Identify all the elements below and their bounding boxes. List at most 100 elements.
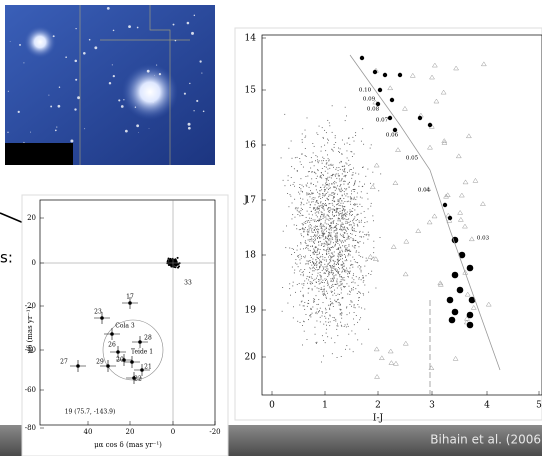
field-dot (352, 240, 353, 241)
field-dot (309, 272, 310, 273)
field-dot (318, 299, 319, 300)
field-dot (350, 292, 351, 293)
field-dot (358, 285, 359, 286)
field-dot (320, 198, 321, 199)
field-dot (322, 282, 323, 283)
field-dot (348, 201, 349, 202)
field-dot (304, 331, 305, 332)
field-dot (320, 261, 321, 262)
mass-label: 0.09 (363, 97, 376, 103)
field-dot (334, 206, 335, 207)
field-dot (337, 299, 338, 300)
field-dot (316, 262, 317, 263)
field-dot (354, 248, 355, 249)
field-dot (307, 222, 308, 223)
field-dot (332, 200, 333, 201)
field-dot (303, 305, 304, 306)
field-dot (318, 273, 319, 274)
field-dot (332, 303, 333, 304)
field-dot (329, 271, 330, 272)
field-dot (338, 167, 339, 168)
field-dot (332, 205, 333, 206)
field-dot (325, 318, 326, 319)
field-dot (345, 245, 346, 246)
field-dot (332, 237, 333, 238)
field-dot (336, 329, 337, 330)
y-axis-label: μδ (mas yr⁻¹) (26, 306, 34, 353)
field-dot (307, 283, 308, 284)
field-dot (330, 261, 331, 262)
field-dot (322, 127, 323, 128)
field-dot (351, 169, 352, 170)
field-dot (355, 261, 356, 262)
field-dot (326, 228, 327, 229)
field-dot (329, 159, 330, 160)
field-dot (292, 285, 293, 286)
star (84, 128, 85, 129)
field-dot (316, 321, 317, 322)
field-dot (353, 199, 354, 200)
field-dot (303, 224, 304, 225)
field-dot (292, 267, 293, 268)
field-dot (368, 232, 369, 233)
field-dot (316, 247, 317, 248)
field-dot (303, 204, 304, 205)
field-dot (331, 285, 332, 286)
field-dot (324, 250, 325, 251)
field-dot (343, 229, 344, 230)
field-dot (371, 203, 372, 204)
field-dot (363, 282, 364, 283)
field-dot (308, 245, 309, 246)
field-dot (322, 280, 323, 281)
field-dot (330, 258, 331, 259)
field-dot (321, 227, 322, 228)
field-dot (341, 318, 342, 319)
field-dot (367, 239, 368, 240)
field-dot (330, 288, 331, 289)
field-dot (372, 215, 373, 216)
field-dot (314, 327, 315, 328)
field-dot (311, 157, 312, 158)
field-dot (355, 199, 356, 200)
star-label: 19 (75.7, -143.9) (65, 409, 116, 416)
field-dot (315, 232, 316, 233)
field-dot (320, 177, 321, 178)
mass-label: 0.10 (359, 88, 372, 94)
field-dot (306, 194, 307, 195)
field-dot (320, 226, 321, 227)
field-dot (308, 226, 309, 227)
field-dot (289, 248, 290, 249)
field-dot (323, 235, 324, 236)
field-dot (346, 115, 347, 116)
field-dot (331, 183, 332, 184)
field-dot (329, 220, 330, 221)
field-dot (308, 194, 309, 195)
field-dot (312, 198, 313, 199)
field-dot (319, 206, 320, 207)
field-dot (326, 242, 327, 243)
field-dot (336, 212, 337, 213)
field-dot (337, 235, 338, 236)
field-dot (331, 272, 332, 273)
field-dot (359, 255, 360, 256)
field-dot (357, 224, 358, 225)
field-dot (308, 288, 309, 289)
field-dot (330, 249, 331, 250)
field-dot (329, 188, 330, 189)
field-dot (338, 248, 339, 249)
field-dot (342, 205, 343, 206)
field-dot (297, 208, 298, 209)
x-tick-label: 20 (126, 428, 135, 436)
y-tick-label: 18 (245, 251, 257, 261)
field-dot (313, 280, 314, 281)
field-dot (301, 258, 302, 259)
field-dot (314, 165, 315, 166)
field-dot (300, 204, 301, 205)
field-dot (281, 157, 282, 158)
field-dot (290, 194, 291, 195)
field-dot (345, 120, 346, 121)
field-dot (335, 174, 336, 175)
field-dot (308, 220, 309, 221)
star (18, 111, 20, 113)
field-dot (365, 176, 366, 177)
